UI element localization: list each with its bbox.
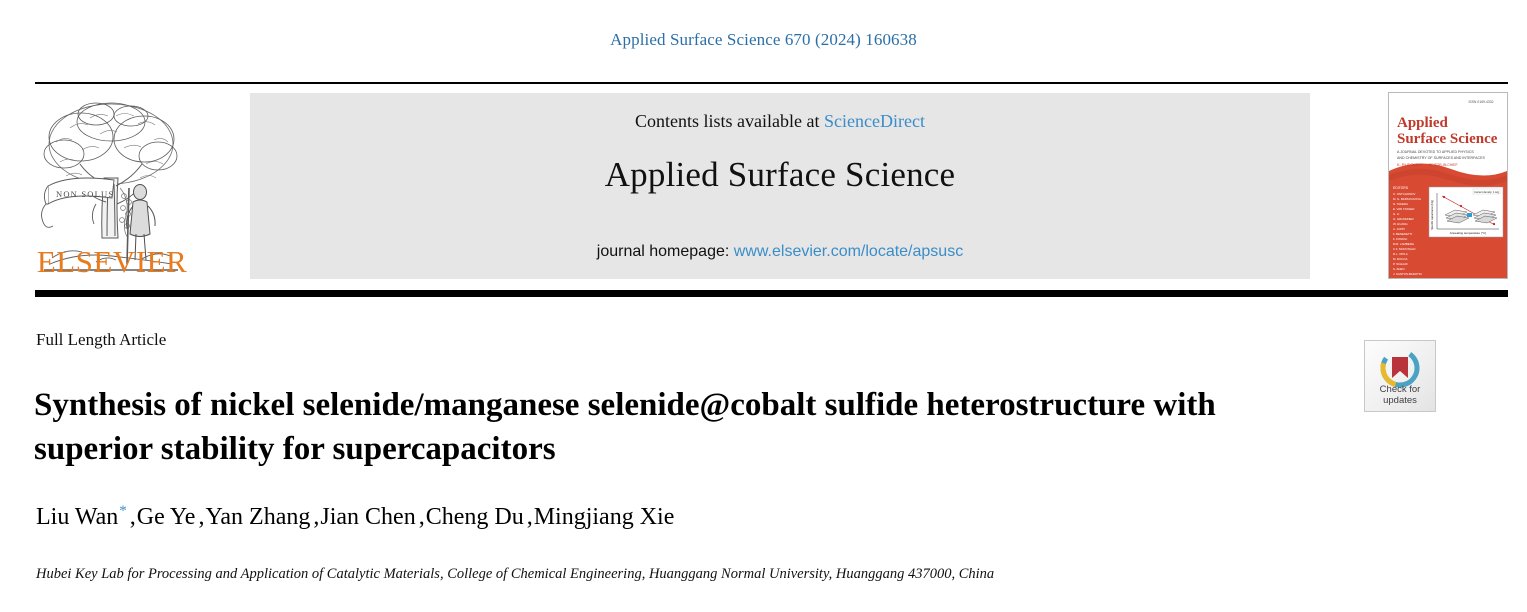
cover-chart-xlabel: Annealing temperature (°C) [1450, 231, 1487, 235]
elsevier-logo-motto: NON SOLUS [56, 189, 114, 199]
crossmark-label: Check for updates [1365, 384, 1435, 407]
author-separator: , [313, 504, 320, 530]
cover-editor-role: EDITOR-IN-CHIEF [1429, 163, 1458, 167]
crossmark-badge[interactable]: Check for updates [1364, 340, 1436, 412]
author-name: Cheng Du [425, 504, 524, 530]
cover-title-line2: Surface Science [1397, 131, 1498, 147]
author-name: Yan Zhang [205, 504, 311, 530]
crossmark-label-line1: Check for [1379, 384, 1421, 396]
journal-homepage-line: journal homepage: www.elsevier.com/locat… [250, 243, 1310, 261]
author-name: Mingjiang Xie [533, 504, 675, 530]
svg-text:C.F. MCDONALD: C.F. MCDONALD [1393, 247, 1415, 251]
svg-text:S. ZHEN: S. ZHEN [1393, 267, 1404, 271]
svg-text:C. ONTCHONOV: C. ONTCHONOV [1393, 192, 1416, 196]
cover-chart-legend: Current density: 1 A/g [1474, 190, 1499, 194]
svg-text:M. G. BARSOUKOVA: M. G. BARSOUKOVA [1393, 197, 1421, 201]
svg-text:N. TAKEDA: N. TAKEDA [1393, 202, 1408, 206]
author-list: Liu Wan* ,Ge Ye ,Yan Zhang ,Jian Chen ,Cheng… [36, 504, 1336, 531]
contents-lists-prefix: Contents lists available at [635, 111, 824, 131]
corresponding-author-marker[interactable]: * [119, 503, 127, 519]
author-separator: , [526, 504, 533, 530]
cover-editors-heading: EDITORS [1393, 186, 1409, 190]
svg-text:J. SANTOS-BADOTIN: J. SANTOS-BADOTIN [1393, 272, 1422, 276]
svg-text:G. LI: G. LI [1393, 212, 1399, 216]
svg-text:A. JUPPI: A. JUPPI [1393, 227, 1405, 231]
author-separator: , [129, 504, 136, 530]
author-name: Liu Wan [36, 504, 119, 530]
cover-editors-list: C. ONTCHONOV M. G. BARSOUKOVA N. TAKEDA … [1393, 192, 1422, 276]
cover-subtitle-line2: AND CHEMISTRY OF SURFACES AND INTERFACES [1397, 156, 1486, 160]
contents-lists-line: Contents lists available at ScienceDirec… [250, 111, 1310, 132]
svg-text:R.L. OPILA: R.L. OPILA [1393, 252, 1408, 256]
elsevier-tree-logo: NON SOLUS [36, 92, 186, 282]
elsevier-wordmark: ELSEVIER [36, 244, 188, 279]
crossmark-label-line2: updates [1383, 395, 1417, 407]
svg-text:F. BENEDETTI: F. BENEDETTI [1393, 232, 1412, 236]
cover-title-line1: Applied [1397, 115, 1449, 131]
cover-editor: K. RUDOLPH [1397, 162, 1422, 167]
sciencedirect-link[interactable]: ScienceDirect [824, 111, 925, 131]
author-name: Ge Ye [136, 504, 196, 530]
article-type: Full Length Article [36, 330, 167, 349]
journal-homepage-prefix: journal homepage: [596, 243, 734, 260]
cover-chart-ylabel: Specific capacitance (F/g) [1430, 200, 1434, 230]
cover-subtitle-line1: A JOURNAL DEVOTED TO APPLIED PHYSICS [1397, 150, 1474, 154]
svg-text:F. KOMOLI: F. KOMOLI [1393, 237, 1407, 241]
cover-issn: ISSN 0169-4332 [1468, 100, 1493, 104]
svg-text:W. HUANG: W. HUANG [1393, 222, 1408, 226]
page-title: Synthesis of nickel selenide/manganese s… [34, 387, 1216, 467]
cover-chart-inset: Current density: 1 A/g Annealing tempera… [1428, 186, 1504, 238]
svg-text:E. VAN TASSEN: E. VAN TASSEN [1393, 207, 1414, 211]
header-top-rule [35, 82, 1508, 84]
svg-text:M.R. LAMBERG: M.R. LAMBERG [1393, 242, 1415, 246]
journal-cover-thumbnail[interactable]: ISSN 0169-4332 Applied Surface Science A… [1388, 92, 1508, 279]
journal-homepage-link[interactable]: www.elsevier.com/locate/apsusc [733, 243, 964, 260]
svg-text:G. GRUNDNER: G. GRUNDNER [1393, 217, 1414, 221]
crossmark-icon [1380, 348, 1420, 388]
svg-text:M. ROCCA: M. ROCCA [1393, 257, 1408, 261]
author-name: Jian Chen [320, 504, 416, 530]
header-bottom-bar [35, 290, 1508, 297]
journal-title: Applied Surface Science [604, 155, 956, 194]
author-separator: , [418, 504, 425, 530]
svg-text:P. SCHAAF: P. SCHAAF [1393, 262, 1408, 266]
author-separator: , [198, 504, 205, 530]
running-head: Applied Surface Science 670 (2024) 16063… [610, 30, 917, 49]
journal-banner: Contents lists available at ScienceDirec… [250, 93, 1310, 279]
affiliation: Hubei Key Lab for Processing and Applica… [36, 566, 995, 582]
